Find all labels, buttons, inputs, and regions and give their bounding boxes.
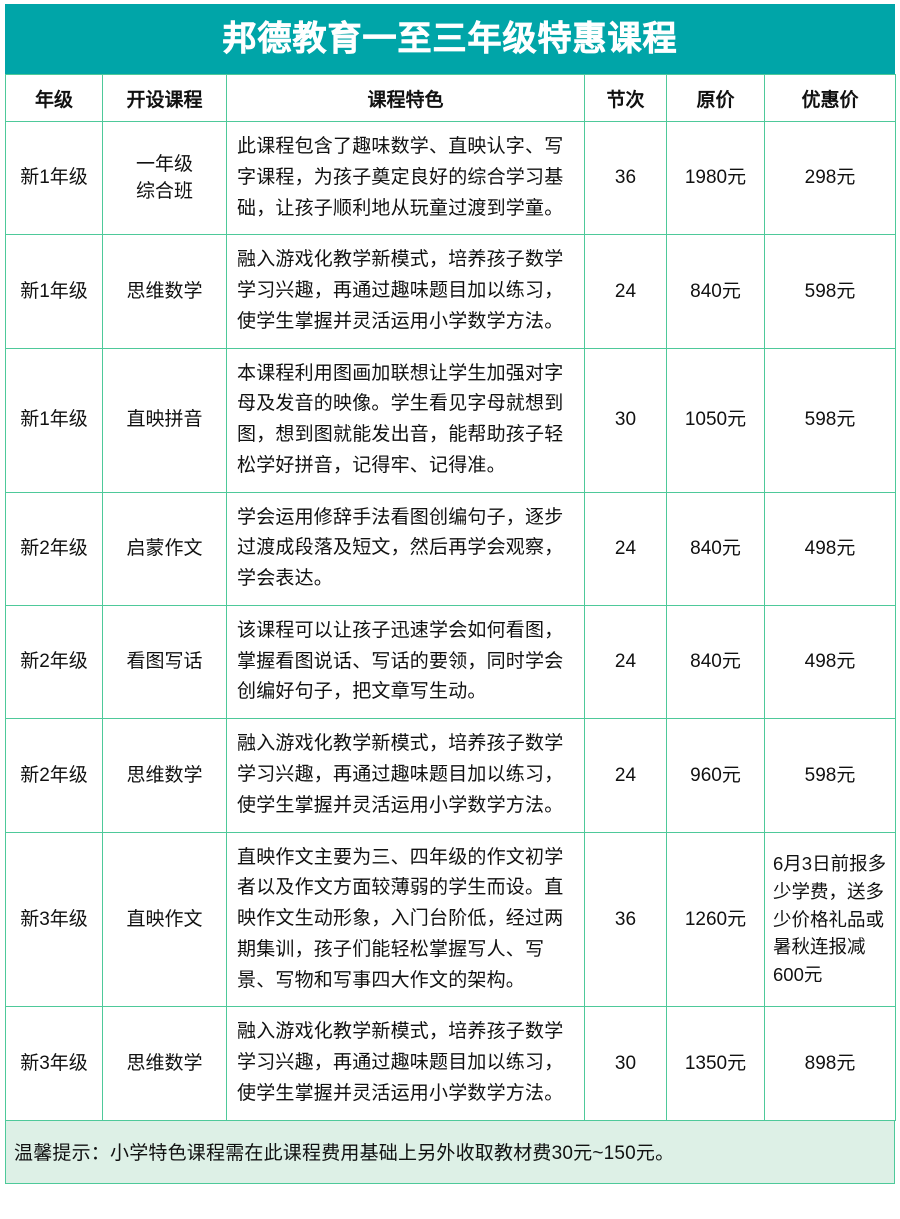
cell-sessions: 24 <box>584 718 667 833</box>
cell-feature: 融入游戏化教学新模式，培养孩子数学学习兴趣，再通过趣味题目加以练习，使学生掌握并… <box>226 1006 585 1121</box>
table-row: 新3年级 思维数学 融入游戏化教学新模式，培养孩子数学学习兴趣，再通过趣味题目加以练… <box>5 1006 896 1121</box>
cell-course: 思维数学 <box>102 718 227 833</box>
cell-sessions: 36 <box>584 831 667 1008</box>
cell-disc-price: 298元 <box>764 120 896 236</box>
column-header-grade: 年级 <box>5 74 103 122</box>
column-header-orig-price: 原价 <box>666 74 765 122</box>
cell-feature: 本课程利用图画加联想让学生加强对字母及发音的映像。学生看见字母就想到图，想到图就… <box>226 347 585 493</box>
cell-feature: 该课程可以让孩子迅速学会如何看图，掌握看图说话、写话的要领，同时学会创编好句子，… <box>226 604 585 720</box>
table-row: 新1年级 直映拼音 本课程利用图画加联想让学生加强对字母及发音的映像。学生看见字母就… <box>5 347 896 493</box>
footer-note-text: 温馨提示：小学特色课程需在此课程费用基础上另外收取教材费30元~150元。 <box>14 1143 675 1165</box>
cell-grade: 新1年级 <box>5 347 103 493</box>
cell-sessions: 24 <box>584 491 667 606</box>
cell-course: 思维数学 <box>102 1006 227 1121</box>
cell-grade: 新3年级 <box>5 831 103 1008</box>
cell-feature: 此课程包含了趣味数学、直映认字、写字课程，为孩子奠定良好的综合学习基础，让孩子顺… <box>226 120 585 236</box>
table-row: 新1年级 思维数学 融入游戏化教学新模式，培养孩子数学学习兴趣，再通过趣味题目加以练… <box>5 234 896 349</box>
cell-disc-price: 498元 <box>764 491 896 606</box>
column-header-disc-price: 优惠价 <box>764 74 896 122</box>
cell-orig-price: 840元 <box>666 604 765 720</box>
cell-feature: 学会运用修辞手法看图创编句子，逐步过渡成段落及短文，然后再学会观察，学会表达。 <box>226 491 585 606</box>
cell-sessions: 30 <box>584 1006 667 1121</box>
cell-grade: 新2年级 <box>5 718 103 833</box>
cell-feature: 融入游戏化教学新模式，培养孩子数学学习兴趣，再通过趣味题目加以练习，使学生掌握并… <box>226 234 585 349</box>
cell-sessions: 30 <box>584 347 667 493</box>
cell-sessions: 24 <box>584 604 667 720</box>
cell-disc-price: 598元 <box>764 234 896 349</box>
cell-grade: 新1年级 <box>5 120 103 236</box>
cell-grade: 新2年级 <box>5 604 103 720</box>
page-title: 邦德教育一至三年级特惠课程 <box>222 20 678 58</box>
cell-disc-price: 898元 <box>764 1006 896 1121</box>
cell-grade: 新2年级 <box>5 491 103 606</box>
table-row: 新1年级 一年级 综合班 此课程包含了趣味数学、直映认字、写字课程，为孩子奠定良好的综… <box>5 120 896 236</box>
cell-sessions: 24 <box>584 234 667 349</box>
cell-orig-price: 1980元 <box>666 120 765 236</box>
cell-orig-price: 1260元 <box>666 831 765 1008</box>
table-row: 新2年级 启蒙作文 学会运用修辞手法看图创编句子，逐步过渡成段落及短文，然后再学会观… <box>5 491 896 606</box>
cell-course: 启蒙作文 <box>102 491 227 606</box>
cell-course: 直映作文 <box>102 831 227 1008</box>
column-header-course: 开设课程 <box>102 74 227 122</box>
cell-disc-price: 498元 <box>764 604 896 720</box>
cell-orig-price: 840元 <box>666 234 765 349</box>
table-row: 新3年级 直映作文 直映作文主要为三、四年级的作文初学者以及作文方面较薄弱的学生而设… <box>5 831 896 1008</box>
column-header-sessions: 节次 <box>584 74 667 122</box>
cell-disc-price: 598元 <box>764 347 896 493</box>
course-table: 年级 开设课程 课程特色 节次 原价 优惠价 新1年级 一年级 综合班 此课程包含了趣… <box>5 74 896 1121</box>
table-header: 年级 开设课程 课程特色 节次 原价 优惠价 <box>5 74 896 122</box>
cell-sessions: 36 <box>584 120 667 236</box>
table-row: 新2年级 思维数学 融入游戏化教学新模式，培养孩子数学学习兴趣，再通过趣味题目加以练… <box>5 718 896 833</box>
cell-course: 直映拼音 <box>102 347 227 493</box>
cell-orig-price: 1350元 <box>666 1006 765 1121</box>
cell-grade: 新3年级 <box>5 1006 103 1121</box>
cell-orig-price: 960元 <box>666 718 765 833</box>
footer-note: 温馨提示：小学特色课程需在此课程费用基础上另外收取教材费30元~150元。 <box>5 1120 895 1184</box>
cell-course: 思维数学 <box>102 234 227 349</box>
cell-course: 一年级 综合班 <box>102 120 227 236</box>
cell-orig-price: 840元 <box>666 491 765 606</box>
title-banner: 邦德教育一至三年级特惠课程 <box>5 4 895 74</box>
table-row: 新2年级 看图写话 该课程可以让孩子迅速学会如何看图，掌握看图说话、写话的要领，同时… <box>5 604 896 720</box>
column-header-feature: 课程特色 <box>226 74 585 122</box>
cell-course: 看图写话 <box>102 604 227 720</box>
cell-orig-price: 1050元 <box>666 347 765 493</box>
table-body: 新1年级 一年级 综合班 此课程包含了趣味数学、直映认字、写字课程，为孩子奠定良好的综… <box>5 120 896 1121</box>
cell-feature: 直映作文主要为三、四年级的作文初学者以及作文方面较薄弱的学生而设。直映作文生动形… <box>226 831 585 1008</box>
cell-grade: 新1年级 <box>5 234 103 349</box>
cell-disc-price: 6月3日前报多少学费，送多少价格礼品或暑秋连报减600元 <box>764 831 896 1008</box>
cell-disc-price: 598元 <box>764 718 896 833</box>
cell-feature: 融入游戏化教学新模式，培养孩子数学学习兴趣，再通过趣味题目加以练习，使学生掌握并… <box>226 718 585 833</box>
table-header-row: 年级 开设课程 课程特色 节次 原价 优惠价 <box>5 74 896 122</box>
